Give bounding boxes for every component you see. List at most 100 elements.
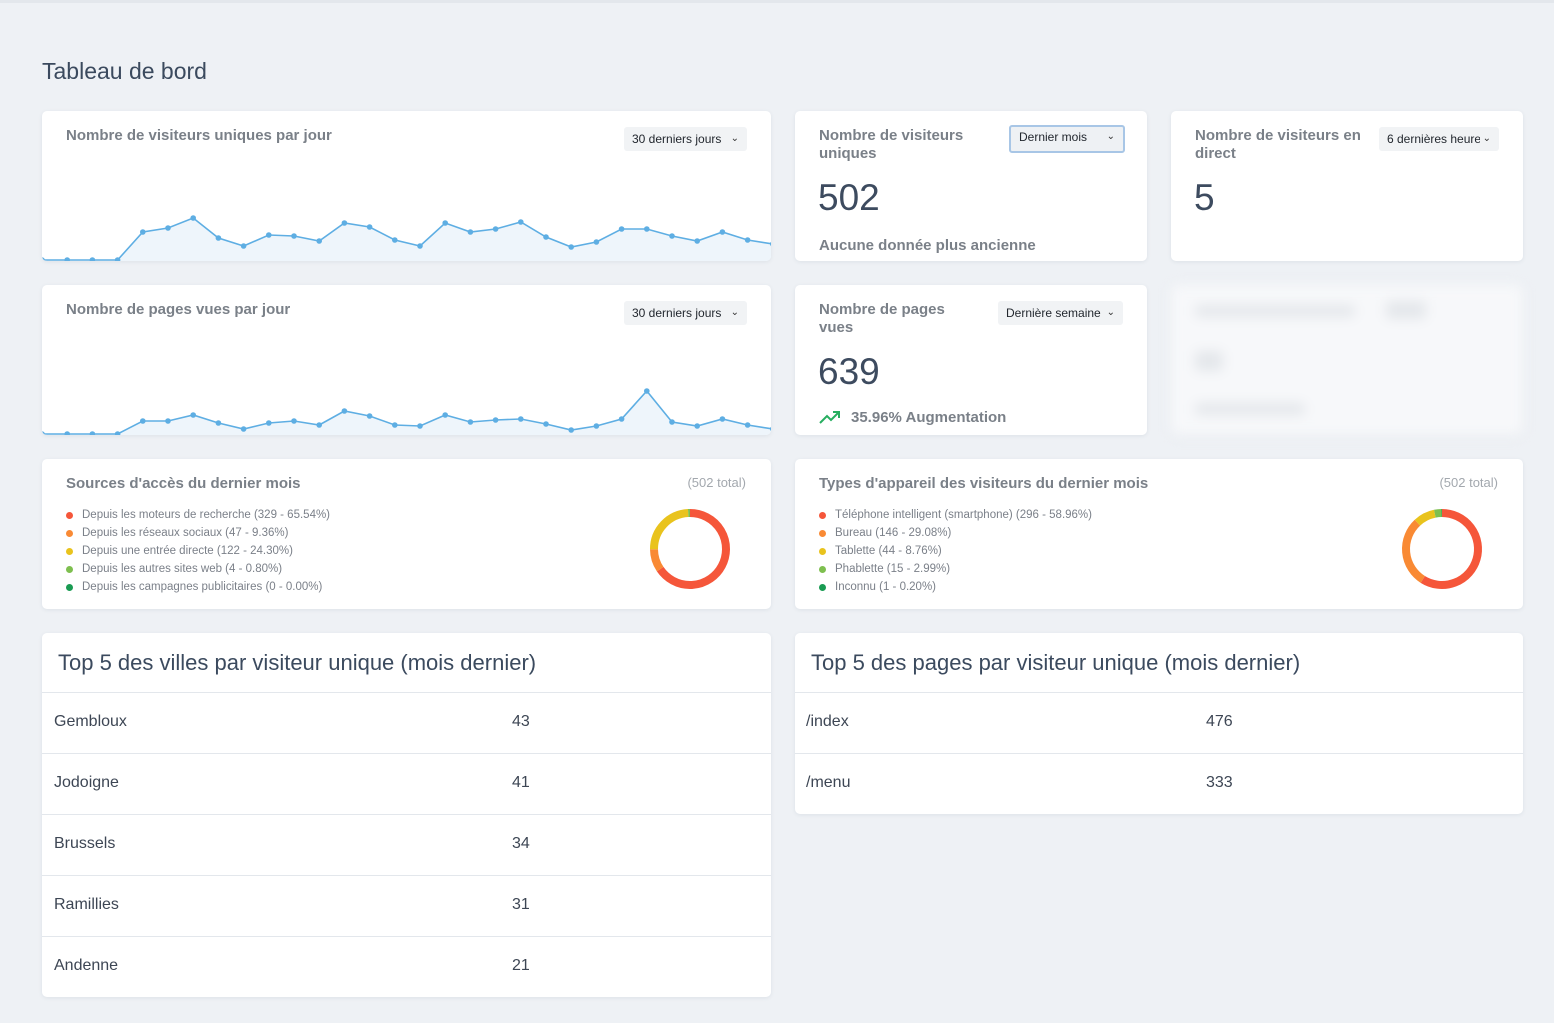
legend-item: Tablette (44 - 8.76%)	[819, 542, 1092, 560]
chart-point	[240, 243, 247, 249]
chart-point	[618, 416, 625, 422]
donut-slice	[649, 509, 689, 550]
legend-label: Inconnu (1 - 0.20%)	[835, 581, 937, 593]
daily-pageviews-range-select[interactable]: 30 derniers jours ⌄	[624, 301, 747, 325]
legend-dot	[819, 547, 826, 555]
legend-dot	[819, 565, 826, 573]
table-row: Ramillies 31	[42, 875, 771, 936]
legend-item: Inconnu (1 - 0.20%)	[819, 578, 1092, 596]
devices-donut-chart	[1402, 508, 1482, 589]
donut-slice	[1434, 509, 1442, 518]
chart-point	[266, 232, 272, 238]
legend-label: Phablette (15 - 2.99%)	[835, 563, 951, 575]
daily-visitors-title: Nombre de visiteurs uniques par jour	[66, 127, 332, 144]
chart-point	[518, 219, 524, 225]
table-row: /index 476	[795, 692, 1523, 753]
chart-line	[42, 217, 771, 261]
chart-point	[316, 422, 323, 428]
daily-visitors-range-select[interactable]: 30 derniers jours ⌄	[624, 127, 747, 151]
chart-point	[291, 418, 297, 424]
city-name: Ramillies	[54, 896, 119, 913]
table-row: /menu 333	[795, 753, 1523, 814]
table-row: Andenne 21	[42, 936, 771, 997]
chevron-down-icon: ⌄	[1106, 307, 1115, 318]
donut-slice	[650, 548, 664, 572]
chart-point	[341, 408, 348, 414]
devices-legend: Téléphone intelligent (smartphone) (296 …	[819, 506, 1092, 596]
chart-point	[215, 235, 222, 241]
chart-point	[64, 257, 70, 261]
chart-point	[140, 229, 146, 235]
legend-label: Tablette (44 - 8.76%)	[835, 545, 942, 557]
chart-point	[492, 417, 499, 423]
chart-point	[417, 423, 423, 429]
legend-label: Depuis les moteurs de recherche (329 - 6…	[82, 509, 331, 521]
chevron-down-icon: ⌄	[1106, 131, 1115, 142]
sources-total: (502 total)	[687, 475, 746, 490]
chart-point	[467, 229, 474, 235]
page-count: 476	[1206, 713, 1233, 730]
cities-table-title: Top 5 des villes par visiteur unique (mo…	[58, 650, 537, 675]
live-visitors-title: Nombre de visiteurs en direct	[1195, 127, 1361, 162]
chart-point	[165, 418, 171, 424]
unique-visitors-note: Aucune donnée plus ancienne	[819, 237, 1036, 254]
city-count: 43	[512, 713, 530, 730]
daily-pageviews-chart	[42, 388, 771, 435]
legend-dot	[66, 565, 73, 573]
daily-pageviews-range-label: 30 derniers jours	[632, 306, 722, 320]
daily-visitors-range-label: 30 derniers jours	[632, 132, 722, 146]
devices-card: Types d'appareil des visiteurs du dernie…	[795, 459, 1523, 609]
legend-dot	[66, 511, 73, 519]
chart-point	[165, 225, 171, 231]
chart-point	[266, 420, 272, 426]
unique-visitors-range-select[interactable]: Dernier mois ⌄	[1009, 125, 1125, 153]
legend-dot	[66, 547, 73, 555]
chart-area	[42, 218, 771, 261]
page-path: /index	[806, 713, 849, 730]
chart-point	[291, 233, 297, 239]
chart-point	[618, 226, 625, 232]
legend-label: Depuis les autres sites web (4 - 0.80%)	[82, 563, 283, 575]
chart-point	[366, 224, 373, 230]
daily-pageviews-card: Nombre de pages vues par jour 30 dernier…	[42, 285, 771, 435]
city-name: Andenne	[54, 957, 119, 974]
chart-point	[669, 233, 675, 239]
daily-pageviews-title: Nombre de pages vues par jour	[66, 301, 291, 318]
chart-point	[543, 234, 549, 240]
daily-visitors-card: Nombre de visiteurs uniques par jour 30 …	[42, 111, 771, 261]
cities-table-card: Top 5 des villes par visiteur unique (mo…	[42, 633, 771, 997]
sources-legend: Depuis les moteurs de recherche (329 - 6…	[66, 506, 330, 596]
table-row: Gembloux 43	[42, 692, 771, 753]
legend-item: Téléphone intelligent (smartphone) (296 …	[819, 506, 1092, 524]
loading-placeholder	[1195, 305, 1355, 317]
loading-placeholder	[1195, 403, 1305, 415]
chart-point	[114, 431, 121, 435]
city-count: 31	[512, 896, 530, 913]
chart-point	[719, 229, 726, 235]
page-path: /menu	[806, 774, 851, 791]
legend-item: Depuis les moteurs de recherche (329 - 6…	[66, 506, 330, 524]
legend-label: Depuis les campagnes publicitaires (0 - …	[82, 581, 323, 593]
chart-point	[543, 421, 549, 427]
live-visitors-range-select[interactable]: 6 dernières heures ⌄	[1379, 127, 1499, 151]
chart-point	[644, 226, 650, 232]
chart-point	[694, 423, 700, 429]
chart-point	[240, 426, 247, 432]
devices-total: (502 total)	[1439, 475, 1498, 490]
pageviews-range-label: Dernière semaine	[1006, 306, 1101, 320]
chart-line	[42, 389, 771, 435]
legend-dot	[66, 583, 73, 591]
chart-point	[518, 416, 524, 422]
pageviews-range-select[interactable]: Dernière semaine ⌄	[998, 301, 1123, 325]
legend-label: Bureau (146 - 29.08%)	[835, 527, 952, 539]
unique-visitors-value: 502	[818, 177, 880, 218]
legend-label: Depuis les réseaux sociaux (47 - 9.36%)	[82, 527, 289, 539]
trending-up-icon	[819, 410, 840, 424]
chart-point	[568, 427, 574, 433]
legend-item: Bureau (146 - 29.08%)	[819, 524, 1092, 542]
chart-point	[42, 431, 45, 435]
legend-item: Depuis les autres sites web (4 - 0.80%)	[66, 560, 330, 578]
page-title: Tableau de bord	[42, 58, 207, 84]
chart-point	[744, 422, 751, 428]
chart-point	[140, 418, 146, 424]
